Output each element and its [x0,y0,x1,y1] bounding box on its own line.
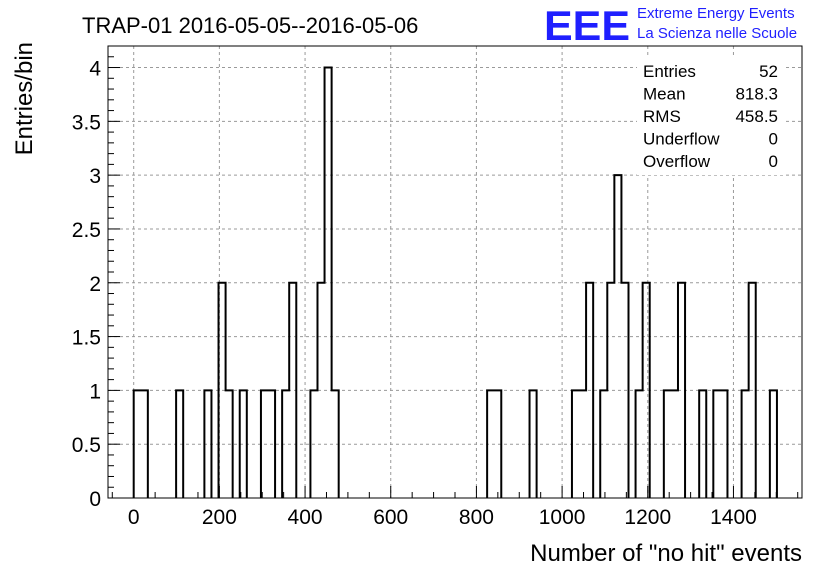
x-tick-label: 400 [288,506,323,529]
eee-logo-mark: EEE [544,2,630,49]
stat-value: 0 [769,152,778,171]
stat-value: 0 [769,130,778,149]
x-tick-labels: 0 200 400 600 800 1000 1200 1400 [128,506,757,529]
stat-value: 52 [759,62,778,81]
x-tick-label: 600 [373,506,408,529]
stat-label: RMS [643,107,681,126]
y-tick-label: 0.5 [72,434,101,457]
stat-label: Mean [643,85,686,104]
stats-box-background [637,57,783,175]
eee-logo-line2: La Scienza nelle Scuole [637,25,797,42]
y-tick-label: 4 [89,58,101,81]
axis-ticks [108,56,799,499]
y-tick-label: 1.5 [72,327,101,350]
y-tick-labels: 0 0.5 1 1.5 2 2.5 3 3.5 4 [72,58,102,511]
eee-logo: EEE Extreme Energy Events La Scienza nel… [544,2,797,49]
x-tick-label: 1400 [710,506,757,529]
x-tick-label: 1000 [539,506,586,529]
x-tick-label: 1200 [624,506,671,529]
y-tick-label: 2 [89,273,101,296]
y-tick-label: 1 [89,380,101,403]
y-tick-label: 2.5 [72,219,101,242]
x-tick-label: 800 [459,506,494,529]
y-tick-label: 0 [89,488,101,511]
y-tick-label: 3 [89,165,101,188]
y-axis-label: Entries/bin [11,42,38,155]
chart-title: TRAP-01 2016-05-05--2016-05-06 [82,13,418,38]
histogram-series [132,66,778,498]
stat-label: Entries [643,62,696,81]
stat-label: Overflow [643,152,711,171]
eee-logo-line1: Extreme Energy Events [637,5,795,22]
y-tick-label: 3.5 [72,111,101,134]
stat-label: Underflow [643,130,720,149]
stat-value: 458.5 [735,107,778,126]
x-axis-label: Number of "no hit" events [530,540,802,567]
x-tick-label: 0 [128,506,140,529]
stat-value: 818.3 [735,85,778,104]
x-tick-label: 200 [202,506,237,529]
statistics-box: Entries 52 Mean 818.3 RMS 458.5 Underflow 0 Over… [637,57,783,175]
